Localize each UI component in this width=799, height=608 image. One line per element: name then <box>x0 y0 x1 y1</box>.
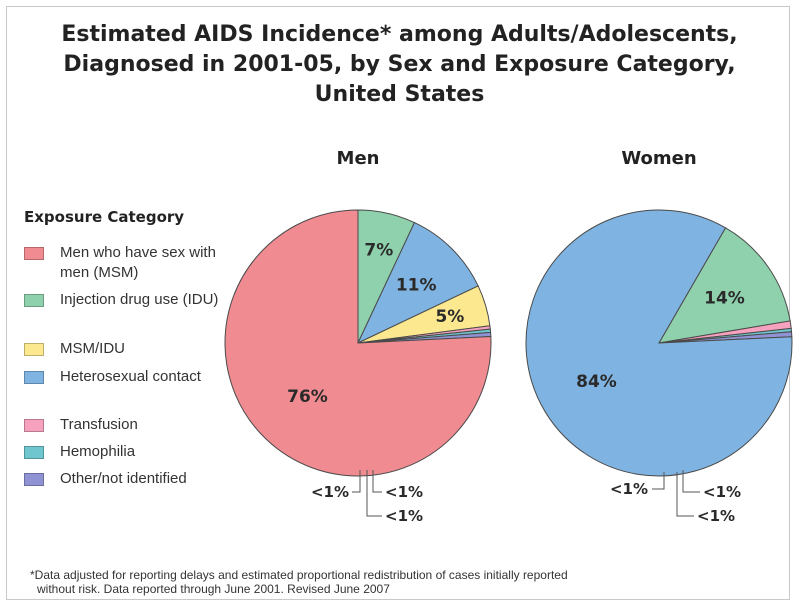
footnote-line-2: without risk. Data reported through June… <box>37 582 390 596</box>
legend-label-transfusion: Transfusion <box>60 416 138 433</box>
men-pie: 7%11% 5% 76% <1% <1% <1% <box>224 209 492 525</box>
women-label-heterosexual-contact: 84% <box>576 372 617 392</box>
chart-title: Estimated AIDS Incidence* among Adults/A… <box>0 20 799 110</box>
men-label-injection-drug-use-idu: 7% <box>364 241 393 261</box>
legend-label-heterosexual: Heterosexual contact <box>60 368 201 385</box>
women-slice-injection-drug-use-idu <box>658 227 791 344</box>
women-pie-title: Women <box>621 148 697 169</box>
legend-label-other: Other/not identified <box>60 470 187 487</box>
men-slice-men-who-have-sex-with-men-msm <box>224 209 492 477</box>
legend-swatch-other <box>24 473 44 486</box>
women-label-other-not-identified-2: <1% <box>697 507 735 525</box>
women-label-transfusion: <1% <box>703 483 741 501</box>
legend-swatch-transfusion <box>24 419 44 432</box>
legend-swatch-msm <box>24 247 44 260</box>
men-callout-line-transfusion <box>372 470 382 493</box>
chart-title-line-2: Diagnosed in 2001-05, by Sex and Exposur… <box>63 52 736 77</box>
legend-swatch-hemophilia <box>24 446 44 459</box>
women-callout-line-transfusion <box>682 470 700 493</box>
men-label-msm-idu: 5% <box>435 307 464 327</box>
footnote: *Data adjusted for reporting delays and … <box>30 568 790 596</box>
men-label-heterosexual-contact: 11% <box>396 276 437 296</box>
women-slice-heterosexual-contact <box>525 209 793 477</box>
chart-title-line-1: Estimated AIDS Incidence* among Adults/A… <box>61 22 738 47</box>
legend-label-hemophilia: Hemophilia <box>60 443 136 460</box>
women-label-other-not-identified: <1% <box>610 480 648 498</box>
legend-label-idu: Injection drug use (IDU) <box>60 291 219 308</box>
men-label-hemophilia: <1% <box>385 507 423 525</box>
men-label-transfusion: <1% <box>385 483 423 501</box>
men-label-other-not-identified: <1% <box>311 483 349 501</box>
legend-swatch-heterosexual <box>24 371 44 384</box>
legend-swatch-idu <box>24 294 44 307</box>
men-slice-heterosexual-contact <box>356 221 479 345</box>
chart-title-line-3: United States <box>314 82 485 107</box>
legend-swatch-msm-idu <box>24 343 44 356</box>
women-pie: 14% 84% <1% <1% <1% <box>525 209 793 525</box>
women-callout-line-other-not-identified-2 <box>676 472 694 517</box>
men-callout-line-hemophilia <box>366 470 382 517</box>
men-pie-title: Men <box>336 148 380 169</box>
legend-label-msm-idu: MSM/IDU <box>60 340 125 357</box>
women-label-injection-drug-use-idu: 14% <box>704 289 745 309</box>
women-callout-line-other-not-identified <box>652 472 665 490</box>
men-callout-line-other-not-identified <box>352 470 361 493</box>
legend-title: Exposure Category <box>24 208 185 226</box>
footnote-line-1: *Data adjusted for reporting delays and … <box>30 568 568 582</box>
men-label-men-who-have-sex-with-men-msm: 76% <box>287 387 328 407</box>
legend-label-msm: Men who have sex with men (MSM) <box>60 244 216 281</box>
